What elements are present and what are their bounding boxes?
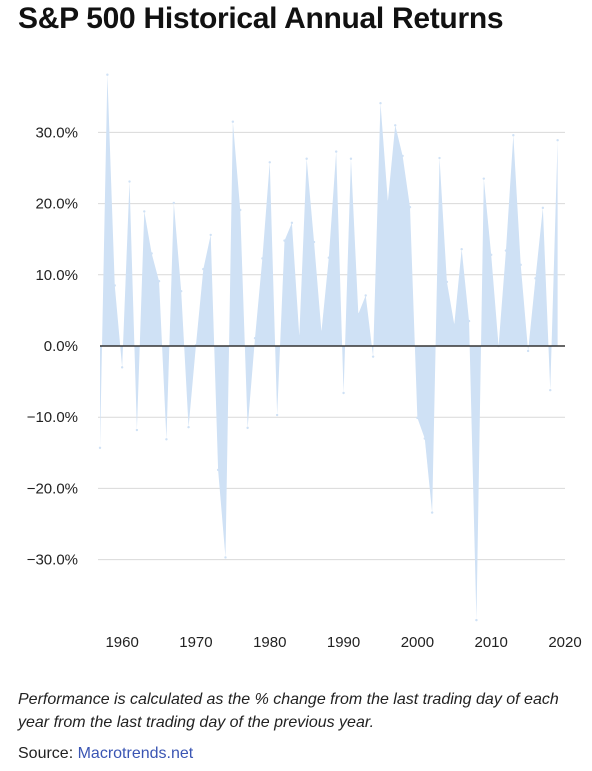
data-point [519, 263, 522, 267]
x-tick-label: 2000 [401, 634, 434, 651]
data-point [172, 201, 176, 205]
y-tick-label: −30.0% [27, 552, 78, 569]
data-point [120, 366, 124, 369]
data-point [165, 438, 168, 441]
x-tick-label: 2020 [548, 634, 581, 651]
data-point [305, 157, 308, 160]
y-tick-label: 20.0% [35, 196, 78, 213]
data-point [312, 240, 316, 244]
data-point [430, 511, 434, 514]
data-point [408, 205, 412, 209]
data-point [113, 284, 116, 287]
y-tick-label: −20.0% [27, 480, 78, 497]
data-point [349, 157, 353, 160]
data-point [534, 277, 537, 280]
data-point [364, 294, 367, 297]
data-point [150, 252, 153, 255]
data-point [549, 388, 552, 392]
data-area [98, 73, 559, 622]
y-tick-label: 0.0% [44, 338, 78, 355]
data-point [128, 180, 131, 183]
data-point [416, 416, 419, 420]
data-point [394, 124, 397, 127]
data-point [135, 428, 139, 432]
data-point [275, 413, 279, 417]
data-point [106, 73, 109, 76]
y-axis-labels: 30.0% 20.0% 10.0% 0.0% −10.0% −20.0% −30.0% [27, 124, 78, 568]
data-point [467, 319, 471, 323]
data-point [386, 200, 390, 203]
data-point [379, 102, 382, 105]
returns-area [100, 74, 558, 621]
data-point [371, 355, 375, 358]
data-point [334, 150, 338, 153]
data-point [445, 280, 449, 284]
y-tick-label: 30.0% [35, 124, 78, 141]
data-point [541, 206, 545, 210]
y-tick-label: −10.0% [27, 409, 78, 426]
chart: 30.0% 20.0% 10.0% 0.0% −10.0% −20.0% −30.0% 19… [27, 73, 582, 651]
x-tick-label: 1980 [253, 634, 286, 651]
x-tick-label: 1990 [327, 634, 360, 651]
data-point [453, 323, 456, 326]
x-axis-labels: 1960 1970 1980 1990 2000 2010 2020 [105, 634, 581, 651]
data-point [489, 253, 493, 257]
data-point [320, 330, 323, 333]
data-point [157, 280, 161, 283]
data-point [460, 247, 463, 251]
x-tick-label: 2010 [475, 634, 508, 651]
data-point [357, 312, 360, 316]
data-point [327, 256, 331, 259]
data-point [231, 120, 235, 123]
data-point [187, 425, 190, 429]
data-point [438, 156, 441, 160]
data-point [261, 257, 264, 260]
data-point [268, 161, 271, 164]
data-point [290, 221, 294, 225]
data-point [556, 139, 559, 142]
data-point [475, 618, 478, 622]
x-tick-label: 1970 [179, 634, 212, 651]
source-line: Source: Macrotrends.net [18, 745, 193, 763]
data-point [239, 208, 242, 212]
methodology-note: Performance is calculated as the % chang… [18, 691, 559, 731]
data-point [283, 239, 286, 242]
source-link[interactable]: Macrotrends.net [77, 745, 194, 762]
x-tick-label: 1960 [105, 634, 138, 651]
source-label: Source: [18, 745, 74, 762]
data-point [512, 134, 515, 137]
data-point [209, 233, 212, 237]
data-point [298, 334, 301, 338]
data-point [401, 154, 404, 158]
data-point [253, 336, 257, 340]
y-tick-label: 10.0% [35, 267, 78, 284]
data-point [342, 391, 345, 395]
data-point [482, 177, 486, 180]
data-point [179, 289, 183, 293]
data-point [143, 210, 146, 213]
data-point [98, 446, 102, 450]
data-point [246, 426, 249, 430]
data-point [224, 556, 227, 559]
data-point [202, 267, 205, 271]
chart-title: S&P 500 Historical Annual Returns [18, 2, 504, 35]
data-point [526, 349, 530, 353]
data-point [423, 437, 426, 440]
data-point [504, 249, 508, 252]
data-point [216, 468, 220, 472]
